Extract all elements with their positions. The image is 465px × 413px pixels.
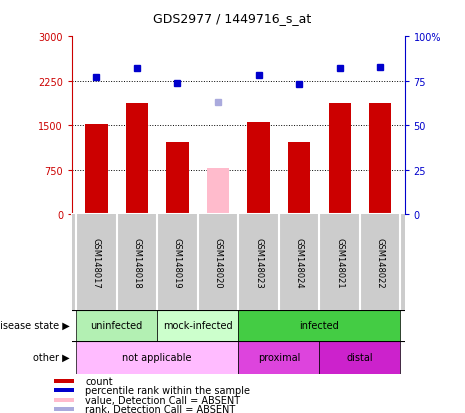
Bar bbox=[207, 169, 229, 215]
Bar bbox=[54, 388, 74, 392]
Bar bbox=[85, 125, 107, 215]
Bar bbox=[247, 122, 270, 215]
Bar bbox=[288, 143, 310, 215]
Text: GSM148020: GSM148020 bbox=[213, 237, 223, 287]
Text: count: count bbox=[85, 376, 113, 386]
Text: GDS2977 / 1449716_s_at: GDS2977 / 1449716_s_at bbox=[153, 12, 312, 25]
Bar bbox=[369, 104, 392, 215]
Bar bbox=[54, 398, 74, 401]
Text: GSM148023: GSM148023 bbox=[254, 237, 263, 287]
Text: rank, Detection Call = ABSENT: rank, Detection Call = ABSENT bbox=[85, 404, 235, 413]
Text: distal: distal bbox=[346, 352, 373, 362]
Bar bbox=[329, 104, 351, 215]
Text: not applicable: not applicable bbox=[122, 352, 192, 362]
Text: disease state ▶: disease state ▶ bbox=[0, 320, 70, 330]
Bar bbox=[239, 341, 319, 374]
Text: uninfected: uninfected bbox=[91, 320, 143, 330]
Bar bbox=[76, 310, 157, 341]
Bar bbox=[54, 407, 74, 411]
Bar bbox=[54, 379, 74, 383]
Bar bbox=[126, 104, 148, 215]
Text: value, Detection Call = ABSENT: value, Detection Call = ABSENT bbox=[85, 395, 240, 405]
Bar bbox=[319, 341, 400, 374]
Text: GSM148017: GSM148017 bbox=[92, 237, 101, 287]
Text: mock-infected: mock-infected bbox=[163, 320, 232, 330]
Text: GSM148018: GSM148018 bbox=[133, 237, 141, 287]
Bar bbox=[157, 310, 239, 341]
Bar bbox=[239, 310, 400, 341]
Text: infected: infected bbox=[299, 320, 339, 330]
Bar bbox=[76, 341, 239, 374]
Text: other ▶: other ▶ bbox=[33, 352, 70, 362]
Text: proximal: proximal bbox=[258, 352, 300, 362]
Text: percentile rank within the sample: percentile rank within the sample bbox=[85, 385, 250, 395]
Text: GSM148022: GSM148022 bbox=[376, 237, 385, 287]
Bar bbox=[166, 142, 189, 215]
Text: GSM148024: GSM148024 bbox=[295, 237, 304, 287]
Text: GSM148019: GSM148019 bbox=[173, 237, 182, 287]
Text: GSM148021: GSM148021 bbox=[335, 237, 344, 287]
